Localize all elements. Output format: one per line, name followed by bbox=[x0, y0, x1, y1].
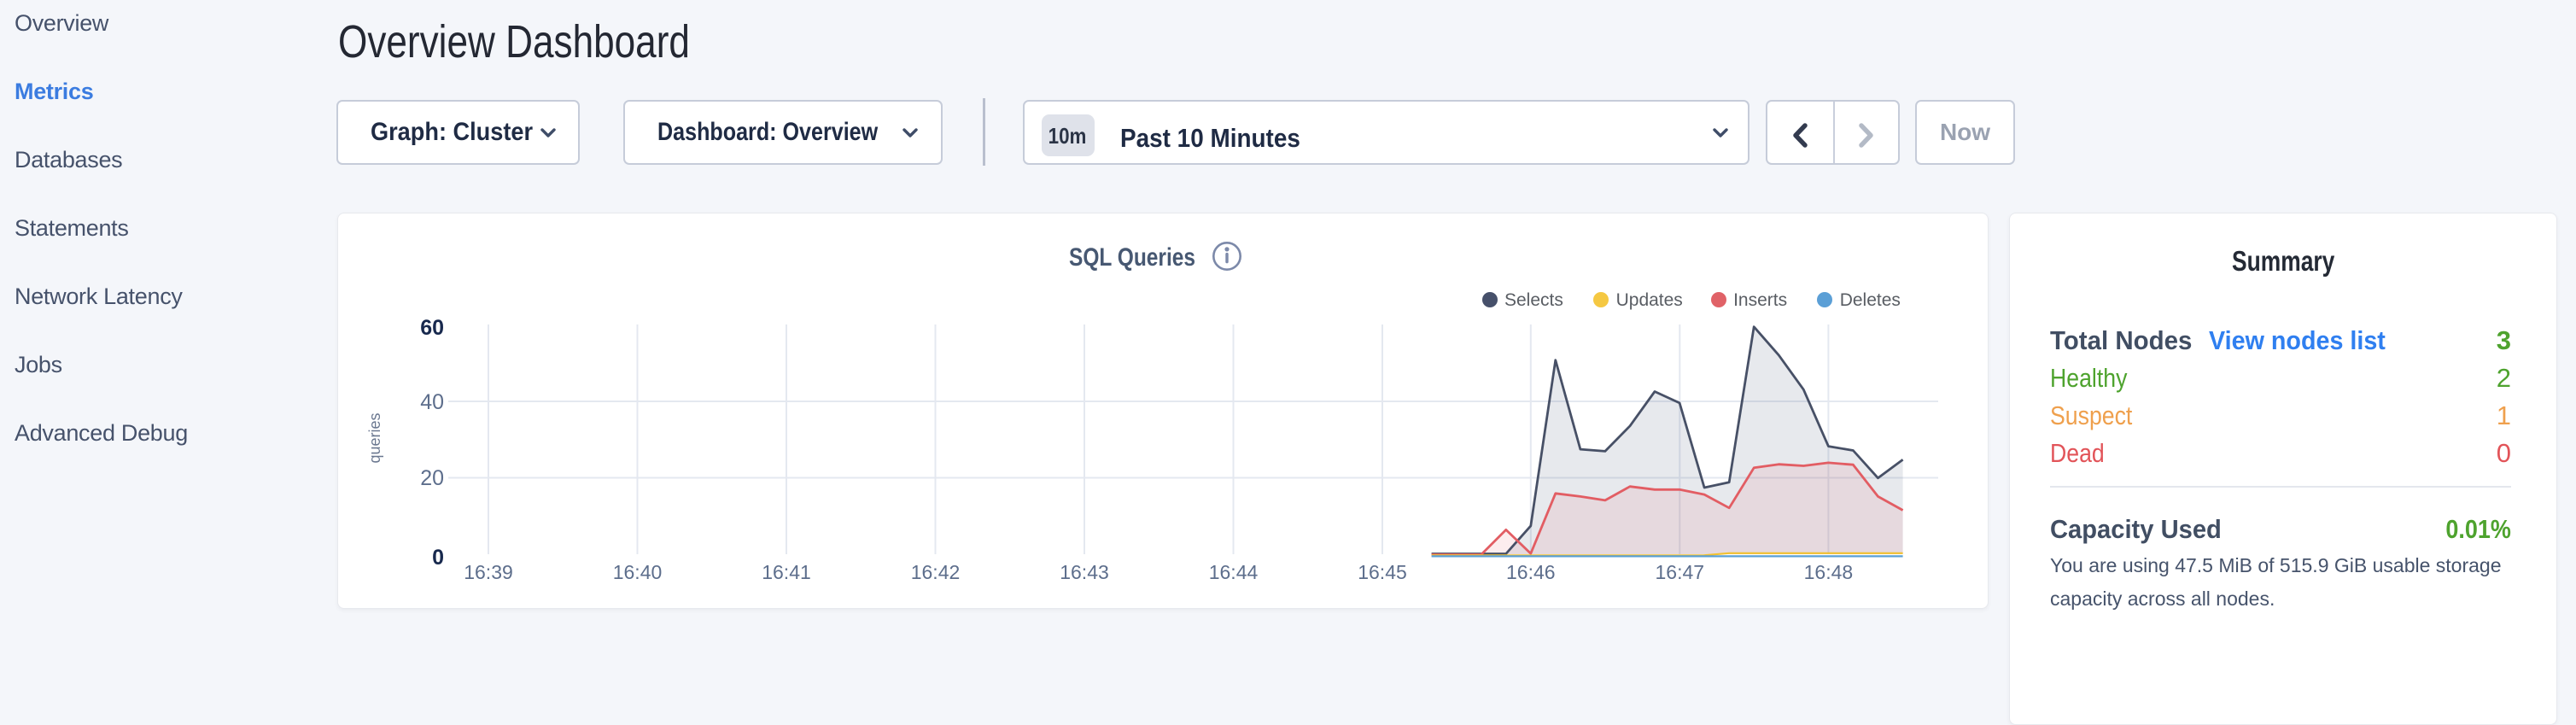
svg-text:0: 0 bbox=[432, 546, 444, 570]
svg-text:16:43: 16:43 bbox=[1060, 561, 1109, 583]
svg-text:40: 40 bbox=[420, 390, 444, 414]
svg-text:60: 60 bbox=[420, 316, 444, 340]
svg-text:20: 20 bbox=[420, 466, 444, 490]
svg-text:16:39: 16:39 bbox=[464, 561, 513, 583]
svg-text:16:41: 16:41 bbox=[762, 561, 811, 583]
svg-text:16:45: 16:45 bbox=[1358, 561, 1407, 583]
svg-text:16:44: 16:44 bbox=[1209, 561, 1259, 583]
svg-text:16:48: 16:48 bbox=[1804, 561, 1854, 583]
svg-text:16:46: 16:46 bbox=[1506, 561, 1556, 583]
svg-text:16:42: 16:42 bbox=[911, 561, 961, 583]
svg-text:16:47: 16:47 bbox=[1656, 561, 1705, 583]
svg-text:16:40: 16:40 bbox=[613, 561, 663, 583]
svg-text:queries: queries bbox=[366, 412, 383, 463]
